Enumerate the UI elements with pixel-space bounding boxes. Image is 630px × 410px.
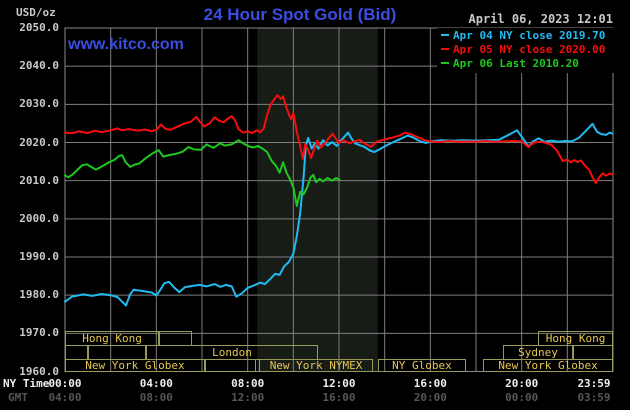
series-line-apr05	[64, 94, 614, 184]
session-box-hong-kong: Hong Kong	[65, 331, 160, 346]
chart-title: 24 Hour Spot Gold (Bid)	[203, 5, 397, 24]
y-axis-units-label: USD/oz	[16, 6, 56, 19]
session-box-london: London	[146, 345, 318, 360]
session-box-new-york-globex: New York Globex	[65, 359, 205, 372]
session-box-empty	[204, 359, 257, 372]
y-tick-label: 1970.0	[19, 326, 59, 340]
y-tick-label: 2040.0	[19, 59, 59, 73]
gmt-tick-label: 20:00	[413, 391, 447, 404]
gmt-tick-label: 03:59	[577, 391, 611, 404]
chart-legend: Apr 04 NY close 2019.70 Apr 05 NY close 2…	[437, 28, 615, 73]
ny-tick-label: 08:00	[231, 377, 265, 390]
y-tick-label: 2000.0	[19, 211, 59, 225]
kitco-watermark: www.kitco.com	[68, 36, 184, 53]
y-tick-label: 1980.0	[19, 288, 59, 302]
y-tick-label: 2020.0	[19, 135, 59, 149]
gmt-tick-label: 04:00	[48, 391, 82, 404]
session-box-hong-kong: Hong Kong	[538, 331, 613, 346]
legend-item-apr06: Apr 06 Last 2010.20	[439, 57, 615, 71]
chart-datetime: April 06, 2023 12:01	[468, 12, 614, 26]
y-tick-label: 1960.0	[19, 364, 59, 378]
y-tick-label: 2030.0	[19, 97, 59, 111]
legend-label: Apr 06 Last 2010.20	[453, 57, 579, 70]
session-box-empty	[159, 331, 192, 346]
session-box-new-york-globex: New York Globex	[483, 359, 613, 372]
legend-label: Apr 04 NY close 2019.70	[453, 29, 606, 42]
ny-tick-label: 20:00	[505, 377, 539, 390]
y-tick-label: 1990.0	[19, 250, 59, 263]
session-box-empty	[573, 345, 613, 360]
y-tick-label: 2050.0	[19, 21, 59, 34]
session-box-empty	[65, 345, 88, 360]
gmt-tick-label: 00:00	[505, 391, 539, 404]
session-box-empty	[87, 345, 147, 360]
legend-label: Apr 05 NY close 2020.00	[453, 43, 606, 56]
ny-tick-label: 12:00	[322, 377, 356, 390]
gmt-axis-label: GMT	[8, 391, 28, 404]
gmt-tick-label: 12:00	[231, 391, 265, 404]
ny-tick-label: 16:00	[413, 377, 447, 390]
nymex-session-shading	[257, 28, 378, 372]
legend-line-sample-apr06	[441, 61, 449, 64]
ny-tick-label: 23:59	[577, 377, 611, 390]
legend-item-apr04: Apr 04 NY close 2019.70	[439, 29, 615, 43]
session-box-ny-globex: NY Globex	[378, 359, 466, 372]
session-box-new-york-nymex: New York NYMEX	[259, 359, 374, 372]
ny-time-axis-label: NY Time	[3, 377, 50, 390]
series-line-apr04	[64, 122, 614, 307]
legend-line-sample-apr05	[441, 47, 449, 50]
gmt-tick-label: 16:00	[322, 391, 356, 404]
legend-item-apr05: Apr 05 NY close 2020.00	[439, 43, 615, 57]
legend-line-sample-apr04	[441, 33, 449, 36]
y-tick-label: 2010.0	[19, 173, 59, 187]
gmt-tick-label: 08:00	[139, 391, 173, 404]
ny-tick-label: 00:00	[48, 377, 82, 390]
ny-tick-label: 04:00	[139, 377, 173, 390]
session-box-sydney: Sydney	[502, 345, 574, 360]
series-line-apr06	[64, 139, 341, 207]
